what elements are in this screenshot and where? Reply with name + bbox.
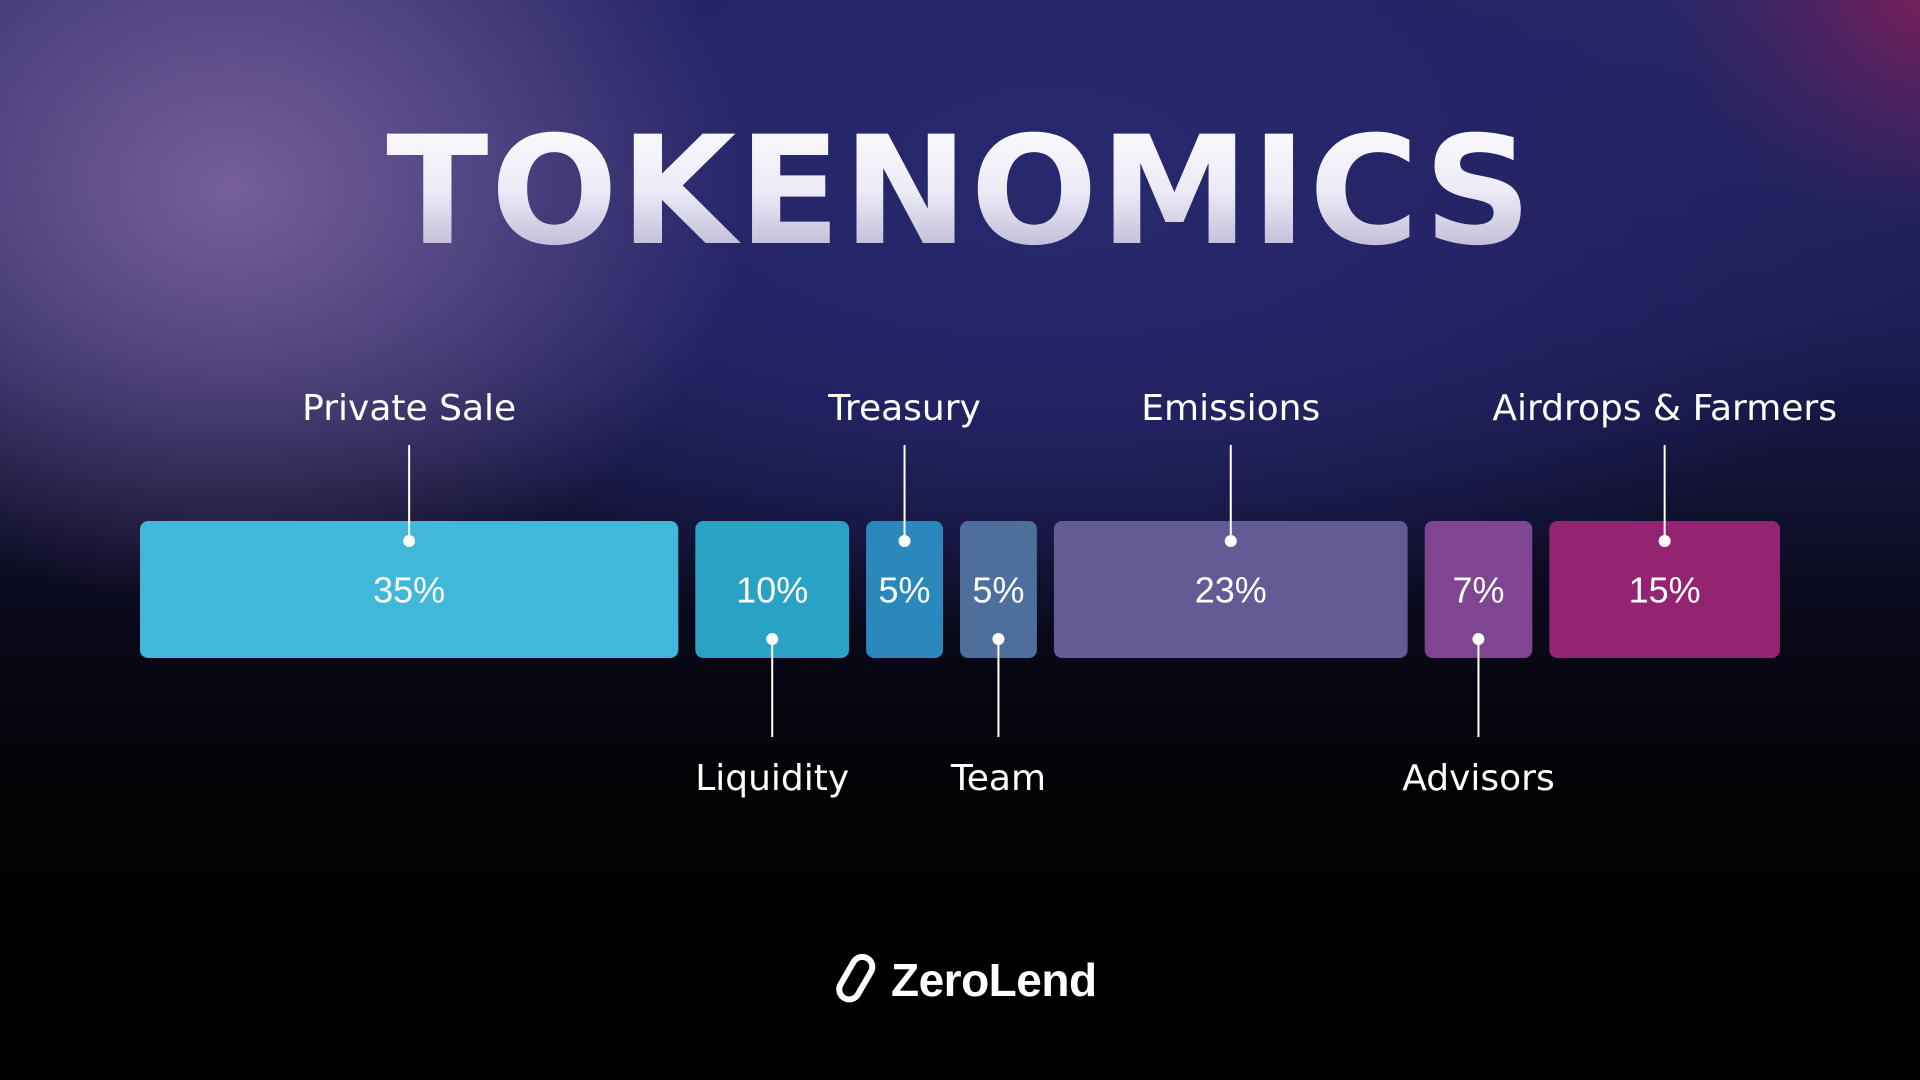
leader-dot-emissions	[1224, 535, 1237, 547]
leader-dot-treasury	[898, 535, 911, 547]
segment-label-airdrops-farmers: Airdrops & Farmers	[1492, 388, 1837, 429]
bar-segment-airdrops-farmers	[1549, 521, 1780, 658]
leader-dot-airdrops-farmers	[1658, 535, 1671, 547]
leader-dot-private-sale	[403, 535, 416, 547]
brand-logo: ZeroLend	[835, 950, 1097, 1010]
zerolend-icon	[836, 954, 876, 1003]
value-label-treasury: 5%	[879, 570, 931, 611]
leader-dot-team	[992, 633, 1005, 645]
segment-label-team: Team	[950, 758, 1046, 799]
segment-label-private-sale: Private Sale	[302, 388, 516, 429]
brand-name: ZeroLend	[891, 954, 1097, 1006]
segment-label-emissions: Emissions	[1141, 388, 1320, 429]
segment-label-advisors: Advisors	[1402, 758, 1555, 799]
bar-segment-private-sale	[140, 521, 679, 658]
bar-segment-team	[960, 521, 1037, 658]
value-label-team: 5%	[972, 570, 1024, 611]
segment-label-treasury: Treasury	[827, 388, 981, 429]
leader-dot-liquidity	[766, 633, 779, 645]
value-label-airdrops-farmers: 15%	[1629, 570, 1701, 611]
value-label-emissions: 23%	[1195, 570, 1267, 611]
leader-dot-advisors	[1472, 633, 1485, 645]
bar-segment-liquidity	[695, 521, 850, 658]
segment-label-liquidity: Liquidity	[695, 758, 849, 799]
bar-segment-advisors	[1424, 521, 1533, 658]
bar-segment-treasury	[866, 521, 943, 658]
value-label-liquidity: 10%	[736, 570, 808, 611]
value-label-advisors: 7%	[1452, 570, 1504, 611]
page-title: TOKENOMICS	[0, 105, 1920, 279]
value-label-private-sale: 35%	[373, 570, 445, 611]
bar-segment-emissions	[1053, 521, 1408, 658]
